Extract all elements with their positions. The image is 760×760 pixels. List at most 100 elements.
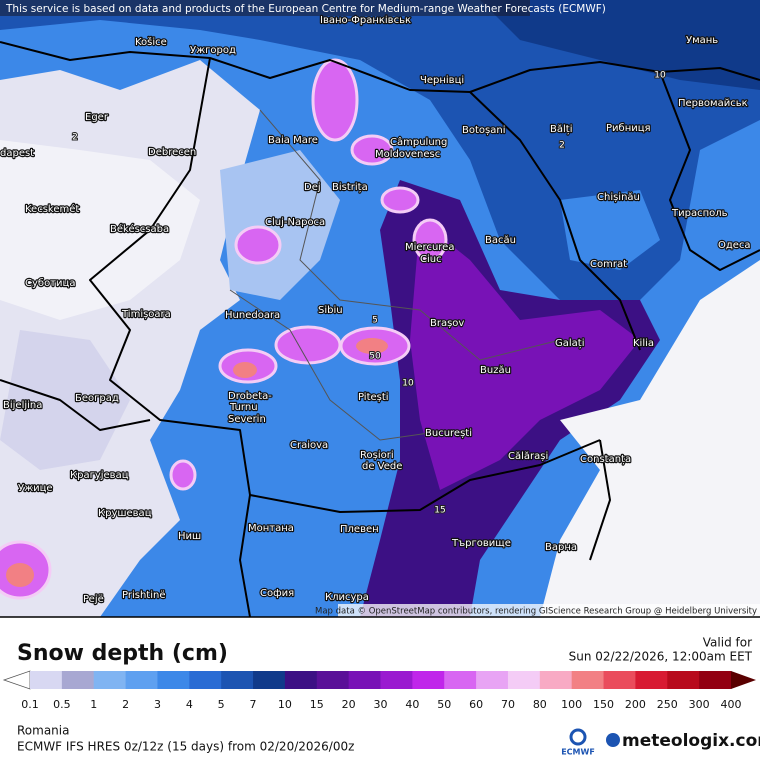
contour-label: 2	[72, 133, 78, 143]
legend-tick-label: 80	[533, 698, 547, 711]
city-label: Botoșani	[462, 125, 505, 136]
city-label: Debrecen	[148, 147, 196, 158]
legend-swatch	[667, 671, 700, 689]
city-label: Умань	[686, 35, 718, 46]
city-label: Одеса	[718, 240, 751, 251]
region: Romania	[17, 724, 69, 738]
city-label: Timișoara	[121, 309, 171, 320]
legend-tick-label: 0.1	[21, 698, 39, 711]
city-label: Первомайськ	[678, 98, 748, 109]
city-label: Тирасполь	[671, 208, 728, 219]
city-label: Крагујевац	[70, 469, 129, 481]
legend-tick-label: 250	[657, 698, 678, 711]
city-label: Bijeljina	[3, 400, 42, 411]
city-label: Košice	[135, 36, 167, 48]
legend-tick-label: 30	[374, 698, 388, 711]
legend-swatch	[603, 671, 636, 689]
legend-arrow	[731, 671, 756, 689]
legend-swatch	[125, 671, 158, 689]
city-label: Dej	[304, 182, 321, 193]
map: Košice Ужгород Івано-Франківськ Умань Eger Ba…	[0, 0, 760, 618]
contour-label: 10	[402, 379, 414, 389]
city-label: Călărași	[508, 451, 548, 462]
legend-swatch	[412, 671, 445, 689]
legend-tick-label: 200	[625, 698, 646, 711]
city-label: Београд	[75, 393, 119, 404]
city-label: Bistrița	[332, 182, 368, 193]
legend-swatch	[316, 671, 350, 689]
legend-tick-label: 5	[218, 698, 225, 711]
legend-tick-label: 4	[186, 698, 193, 711]
city-label: de Vede	[362, 461, 402, 472]
city-label: Moldovenesc	[375, 149, 440, 160]
legend-swatch	[539, 671, 573, 689]
city-label: Comrat	[590, 259, 627, 270]
legend-tick-label: 50	[437, 698, 451, 711]
legend-tick-label: 10	[278, 698, 292, 711]
city-label: Buzău	[480, 365, 511, 376]
city-label: Ниш	[178, 531, 201, 542]
city-label: Ciuc	[420, 254, 442, 265]
legend-swatch	[380, 671, 413, 689]
legend-swatch	[699, 671, 732, 689]
legend-tick-label: 15	[310, 698, 324, 711]
contour-label: 5	[372, 316, 378, 326]
legend-tick-label: 60	[469, 698, 483, 711]
city-label: Bacău	[485, 235, 516, 246]
legend-tick-label: 70	[501, 698, 515, 711]
city-label: Търговище	[451, 538, 511, 549]
legend-swatch	[284, 671, 318, 689]
legend-swatch	[30, 671, 63, 689]
city-label: Roșiori	[360, 450, 394, 461]
city-label: Galați	[555, 338, 584, 349]
city-label: Чернівці	[420, 74, 464, 86]
legend-tick-label: 2	[122, 698, 129, 711]
contour-label: 10	[654, 71, 666, 81]
legend-tick-label: 100	[561, 698, 582, 711]
city-label: Суботица	[25, 278, 75, 289]
legend-swatch	[348, 671, 381, 689]
city-label: Turnu	[229, 402, 258, 413]
city-label: Brașov	[430, 318, 464, 329]
city-label: Békéscsaba	[110, 223, 169, 235]
city-label: Bălți	[550, 124, 572, 135]
city-label: Drobeta-	[228, 391, 272, 402]
city-label: Івано-Франківськ	[320, 14, 411, 26]
legend-tick-label: 1	[90, 698, 97, 711]
valid-label: Valid for	[703, 636, 752, 650]
legend-swatch	[635, 671, 668, 689]
legend-tick-label: 7	[250, 698, 257, 711]
legend-swatch	[253, 671, 286, 689]
city-label: Câmpulung	[390, 136, 447, 148]
city-label: Miercurea	[405, 242, 454, 253]
city-label: Крушевац	[98, 508, 152, 519]
city-label: Kilia	[633, 338, 654, 349]
legend-swatch	[157, 671, 190, 689]
legend-tick-label: 40	[405, 698, 419, 711]
ecmwf-logo: ECMWF	[561, 748, 595, 757]
legend-swatch	[93, 671, 127, 689]
legend-swatch	[507, 671, 541, 689]
legend-swatch	[189, 671, 222, 689]
city-label: Ужгород	[190, 45, 236, 56]
legend-tick-label: 300	[689, 698, 710, 711]
city-label: Клисура	[325, 592, 369, 603]
brand: meteologix.com	[622, 731, 760, 751]
city-label: Kecskemét	[25, 203, 79, 215]
city-label: Варна	[545, 542, 577, 553]
legend-swatch	[221, 671, 254, 689]
city-label: Chișinău	[597, 192, 640, 203]
city-label: Ужице	[18, 483, 53, 494]
legend-tick-label: 20	[342, 698, 356, 711]
legend-tick-label: 400	[721, 698, 742, 711]
city-label: Severin	[228, 414, 266, 425]
city-label: Рибниця	[606, 123, 651, 134]
city-label: Pitești	[358, 392, 389, 403]
legend-tick-label: 150	[593, 698, 614, 711]
attribution: Map data © OpenStreetMap contributors, r…	[315, 607, 757, 617]
city-label: София	[260, 588, 294, 599]
city-label: Sibiu	[318, 305, 343, 316]
city-label: București	[425, 428, 472, 439]
